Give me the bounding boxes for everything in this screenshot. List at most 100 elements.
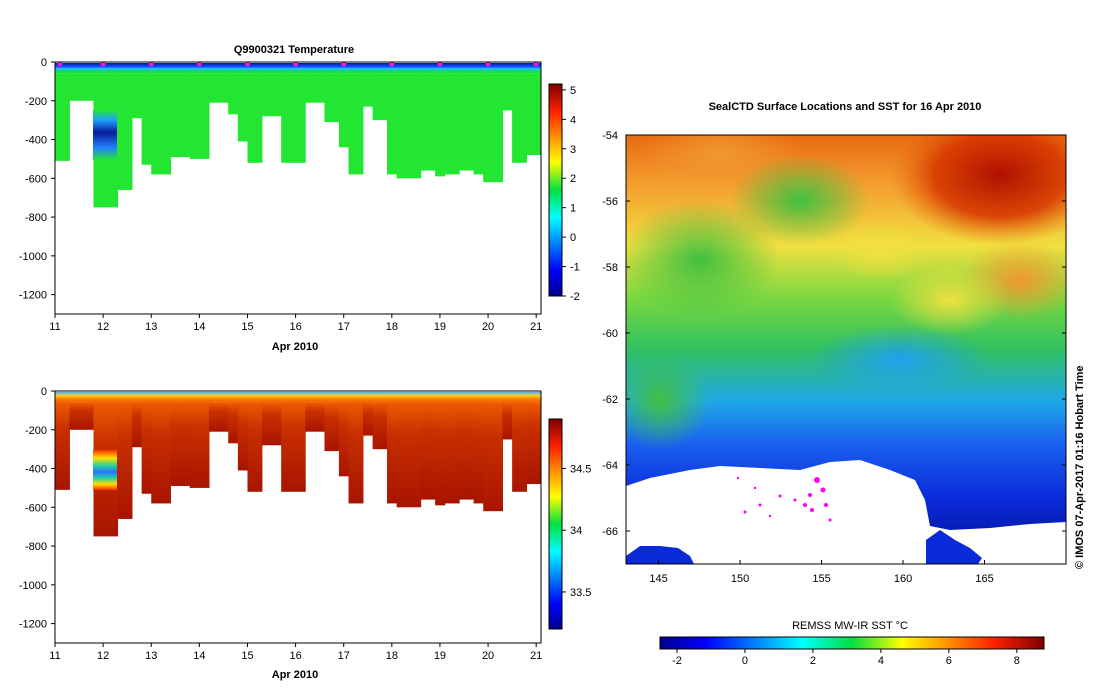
temperature-profile-13: [261, 63, 282, 74]
salinity-profile-deep-6: [151, 402, 171, 504]
salinity-profile-deep-28: [483, 402, 504, 512]
salinity-x-axis: 11 12 13 14 15 16 17 18 19 20 21: [49, 643, 542, 662]
salinity-profile-deep-29: [502, 402, 513, 440]
temperature-x-axis: 11 12 13 14 15 16 17 18 19 20 21: [49, 314, 542, 333]
map-lon-label-1: 150: [731, 573, 749, 585]
temperature-profile-22: [396, 63, 422, 74]
temperature-profile-deep-12: [247, 73, 263, 163]
salinity-xtick-label-9: 20: [482, 650, 494, 662]
map-lat-label-4: -62: [602, 394, 618, 406]
map-cb-label-3: 4: [878, 655, 884, 667]
salinity-profile-4: [131, 392, 143, 403]
salinity-profile-23: [420, 392, 436, 403]
profile-marker-2: [148, 61, 154, 67]
map-latitude-axis: -54 -56 -58 -60 -62 -64 -66: [602, 130, 1066, 538]
temperature-xtick-label-4: 15: [241, 321, 253, 333]
profile-marker-10: [533, 61, 539, 67]
temperature-profile-deep-4: [131, 73, 143, 119]
salinity-ytick-label-3: -600: [25, 502, 47, 514]
temperature-profile-deep-16: [324, 73, 340, 123]
temperature-profile-deep-21: [387, 73, 398, 175]
temperature-colorbar-ticks: 5 4 3 2 1 0 -1 -2: [562, 85, 580, 303]
salinity-profile-deep-31: [526, 402, 542, 485]
profile-marker-1: [100, 61, 106, 67]
salinity-profile-8: [189, 392, 210, 403]
map-lat-label-6: -66: [602, 526, 618, 538]
temperature-xtick-label-5: 16: [289, 321, 301, 333]
temperature-title: Q9900321 Temperature: [234, 44, 354, 56]
sst-field: [626, 135, 1066, 564]
temperature-profile-deep-17: [338, 73, 350, 148]
temperature-profile-deep-30: [512, 73, 528, 163]
temperature-ytick-label-2: -400: [25, 135, 47, 147]
map-colorbar-ticks: -2 0 2 4 6 8: [672, 649, 1020, 667]
salinity-profile-deep-21: [387, 402, 398, 504]
temperature-profile-deep-25: [444, 73, 460, 175]
map-side-label: © IMOS 07-Apr-2017 01:16 Hobart Time: [1074, 365, 1086, 569]
salinity-ytick-label-4: -800: [25, 541, 47, 553]
temperature-y-axis: 0 -200 -400 -600 -800 -1000 -1200: [19, 57, 55, 302]
salinity-colorbar-ticks: 34.5 34 33.5: [562, 463, 591, 599]
temperature-profile-17: [338, 63, 350, 74]
profile-marker-0: [57, 61, 63, 67]
temperature-profile-3: [117, 63, 133, 74]
salinity-xtick-label-2: 13: [145, 650, 157, 662]
temperature-profile-18: [348, 63, 364, 74]
temperature-profile-31: [526, 63, 542, 74]
map-title: SealCTD Surface Locations and SST for 16…: [709, 101, 982, 113]
salinity-profile-20: [372, 392, 388, 403]
temperature-profile-deep-24: [435, 73, 446, 177]
salinity-profile-13: [261, 392, 282, 403]
salinity-profile-2: [93, 392, 119, 403]
profile-marker-3: [196, 61, 202, 67]
salinity-ytick-label-0: 0: [41, 386, 47, 398]
salinity-profile-deep-8: [189, 402, 210, 488]
temperature-profile-deep-8: [189, 73, 210, 159]
temperature-profile-19: [362, 63, 374, 74]
salinity-xtick-label-4: 15: [241, 650, 253, 662]
temperature-profile-12: [247, 63, 263, 74]
salinity-profile-7: [170, 392, 191, 403]
temperature-profile-deep-0: [55, 73, 70, 161]
salinity-profile-deep-20: [372, 402, 388, 450]
temperature-cb-label-1: 4: [570, 114, 576, 126]
temperature-profiles: [55, 63, 542, 208]
temperature-profile-deep-23: [420, 73, 436, 171]
salinity-profile-0: [55, 392, 70, 403]
temperature-ytick-label-0: 0: [41, 57, 47, 69]
salinity-profile-16: [324, 392, 340, 403]
temperature-profile-25: [444, 63, 460, 74]
temperature-profile-2: [93, 63, 119, 74]
map-lon-label-2: 155: [812, 573, 830, 585]
temperature-profile-deep-29: [502, 73, 513, 111]
salinity-profile-deep-5: [141, 402, 152, 494]
salinity-profile-28: [483, 392, 504, 403]
salinity-anomaly: [93, 450, 117, 490]
map-lat-label-2: -58: [602, 262, 618, 274]
salinity-y-axis: 0 -200 -400 -600 -800 -1000 -1200: [19, 386, 55, 631]
salinity-ytick-label-1: -200: [25, 425, 47, 437]
salinity-profile-deep-13: [261, 402, 282, 446]
salinity-xtick-label-1: 12: [97, 650, 109, 662]
salinity-xtick-label-10: 21: [530, 650, 542, 662]
salinity-profile-27: [473, 392, 484, 403]
temperature-xlabel: Apr 2010: [272, 341, 318, 353]
salinity-profile-5: [141, 392, 152, 403]
temperature-profile-28: [483, 63, 504, 74]
temperature-cb-label-5: 0: [570, 232, 576, 244]
temperature-xtick-label-10: 21: [530, 321, 542, 333]
salinity-xtick-label-7: 18: [386, 650, 398, 662]
salinity-profile-deep-3: [117, 402, 133, 519]
temperature-profile-deep-26: [459, 73, 475, 171]
map-longitude-axis: 145 150 155 160 165: [649, 560, 994, 585]
temperature-profile-26: [459, 63, 475, 74]
temperature-profile-deep-27: [473, 73, 484, 175]
temperature-xtick-label-0: 11: [49, 321, 60, 333]
temperature-profile-0: [55, 63, 70, 74]
salinity-profile-24: [435, 392, 446, 403]
temperature-profile-16: [324, 63, 340, 74]
map-lat-label-5: -64: [602, 460, 618, 472]
salinity-profile-19: [362, 392, 374, 403]
salinity-profile-26: [459, 392, 475, 403]
salinity-cb-label-0: 34.5: [570, 463, 591, 475]
